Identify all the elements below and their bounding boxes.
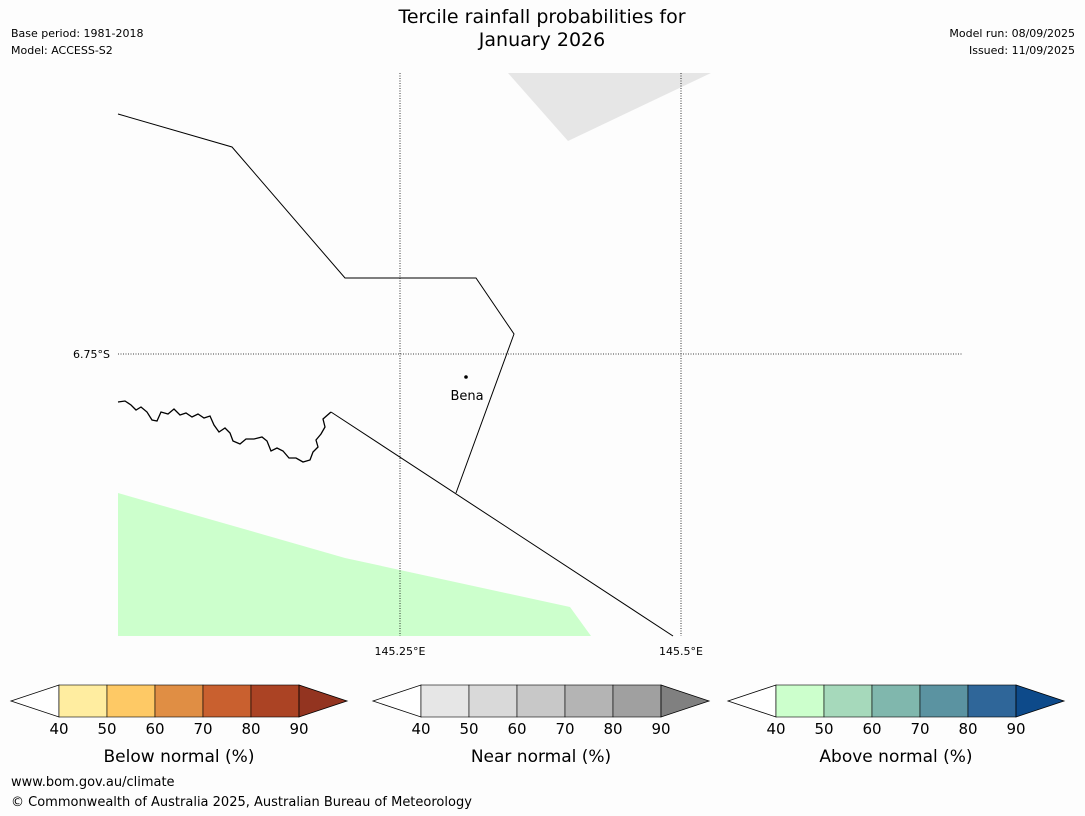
colorbar-tick-label: 80: [603, 720, 622, 738]
near-normal-shading: [508, 73, 711, 141]
issued-text: Issued: 11/09/2025: [968, 44, 1075, 57]
colorbar-tick-label: 50: [814, 720, 833, 738]
colorbar-segment: [919, 684, 969, 718]
province-boundary: [117, 113, 515, 494]
colorbar-tick-label: 60: [862, 720, 881, 738]
colorbar-tick-label: 40: [49, 720, 68, 738]
colorbar-extension-low: [371, 684, 422, 718]
below-normal-colorbar: 40 50 60 70 80 90 Below normal (%): [9, 684, 349, 767]
colorbar-tick-label: 40: [766, 720, 785, 738]
bena-marker: [464, 375, 468, 379]
colorbar-tick-label: 50: [459, 720, 478, 738]
colorbar-tick-label: 70: [555, 720, 574, 738]
coastline: [117, 400, 332, 463]
colorbar-tick-label: 80: [958, 720, 977, 738]
colorbar-segment: [871, 684, 921, 718]
colorbar-tick-label: 60: [507, 720, 526, 738]
colorbar-label: Below normal (%): [104, 747, 255, 767]
colorbar-segment: [516, 684, 566, 718]
colorbar-tick-label: 90: [651, 720, 670, 738]
colorbar-extension-high: [298, 684, 349, 718]
near-normal-colorbar: 40 50 60 70 80 90 Near normal (%): [371, 684, 711, 767]
colorbar-segment: [202, 684, 252, 718]
colorbar-tick-label: 60: [145, 720, 164, 738]
colorbar-tick-label: 70: [910, 720, 929, 738]
colorbar-segment: [823, 684, 873, 718]
model-run-text: Model run: 08/09/2025: [949, 27, 1075, 40]
colorbar-segment: [967, 684, 1017, 718]
colorbar-segment: [154, 684, 204, 718]
colorbar-extension-high: [660, 684, 711, 718]
colorbar-segment: [250, 684, 300, 718]
colorbar-segment: [106, 684, 156, 718]
colorbar-segment: [420, 684, 470, 718]
lon-label-145-5: 145.5°E: [659, 645, 703, 658]
footer-url: www.bom.gov.au/climate: [11, 775, 175, 790]
colorbar-tick-label: 80: [241, 720, 260, 738]
colorbar-tick-label: 50: [97, 720, 116, 738]
colorbar-segment: [564, 684, 614, 718]
above-normal-shading: [118, 493, 591, 636]
footer-copyright: © Commonwealth of Australia 2025, Austra…: [11, 795, 472, 810]
colorbar-tick-label: 70: [193, 720, 212, 738]
above-normal-colorbar: 40 50 60 70 80 90 Above normal (%): [726, 684, 1066, 767]
colorbar-extension-low: [726, 684, 777, 718]
lat-label: 6.75°S: [73, 348, 110, 361]
province-boundary-south: [330, 411, 674, 637]
colorbar-label: Above normal (%): [819, 747, 972, 767]
colorbar-segment: [468, 684, 518, 718]
header-right: Model run: 08/09/2025 Issued: 11/09/2025: [949, 25, 1075, 59]
lon-label-145-25: 145.25°E: [375, 645, 426, 658]
legend-area: 40 50 60 70 80 90 Below normal (%) 40 50 60 70 80 9…: [9, 684, 1066, 767]
title-line-1: Tercile rainfall probabilities for: [398, 6, 686, 28]
colorbar-label: Near normal (%): [471, 747, 611, 767]
map-panel: Bena 6.75°S 145.25°E 145.5°E: [73, 73, 963, 658]
colorbar-tick-label: 40: [411, 720, 430, 738]
colorbar-extension-high: [1015, 684, 1066, 718]
model-text: Model: ACCESS-S2: [11, 44, 113, 57]
colorbar-segment: [775, 684, 825, 718]
colorbar-segment: [58, 684, 108, 718]
colorbar-extension-low: [9, 684, 60, 718]
colorbar-tick-label: 90: [289, 720, 308, 738]
title-line-2: January 2026: [478, 29, 606, 51]
bena-label: Bena: [450, 389, 483, 404]
base-period-text: Base period: 1981-2018: [11, 27, 144, 40]
header-left: Base period: 1981-2018 Model: ACCESS-S2: [11, 25, 143, 59]
chart-title: Tercile rainfall probabilities for Janua…: [292, 6, 792, 52]
colorbar-tick-label: 90: [1006, 720, 1025, 738]
colorbar-segment: [612, 684, 662, 718]
